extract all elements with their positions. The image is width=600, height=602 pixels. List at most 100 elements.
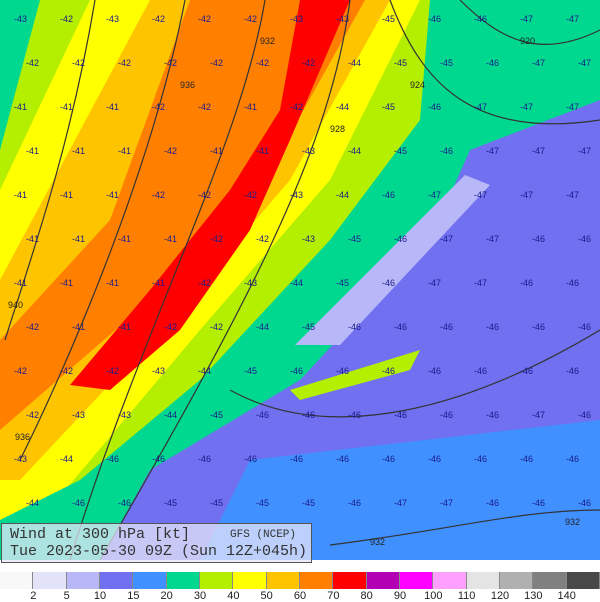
temperature-label: -42 [26, 322, 39, 332]
temperature-label: -43 [152, 366, 165, 376]
temperature-label: -43 [106, 14, 119, 24]
temperature-label: -42 [26, 410, 39, 420]
temperature-label: -47 [566, 190, 579, 200]
temperature-label: -46 [394, 322, 407, 332]
temperature-label: -46 [428, 366, 441, 376]
contour-labels: 940 936 932 928 924 920 936 932 932 [8, 36, 580, 547]
legend-tick-label: 70 [327, 590, 340, 602]
temperature-label: -42 [290, 102, 303, 112]
temperature-label: -42 [198, 14, 211, 24]
temperature-label: -46 [152, 454, 165, 464]
temperature-label: -42 [244, 14, 257, 24]
temperature-label: -47 [520, 102, 533, 112]
temperature-label: -46 [486, 322, 499, 332]
temperature-label: -42 [164, 58, 177, 68]
temperature-label: -47 [566, 14, 579, 24]
temperature-label: -45 [210, 498, 223, 508]
temperature-label: -46 [244, 454, 257, 464]
temperature-label: -41 [60, 102, 73, 112]
temperature-label: -42 [198, 102, 211, 112]
temperature-label: -46 [348, 498, 361, 508]
temperature-label: -46 [578, 410, 591, 420]
legend-swatch [366, 572, 400, 589]
temperature-labels: -43 -42 -43 -42 -42 -42 -43 -43 -45 -46 -46 -47 -47 -… [14, 14, 591, 508]
temperature-label: -45 [394, 58, 407, 68]
contour-label: 920 [520, 36, 535, 46]
temperature-label: -42 [256, 58, 269, 68]
temperature-label: -46 [428, 102, 441, 112]
legend-tick-label: 20 [160, 590, 173, 602]
temperature-label: -41 [60, 190, 73, 200]
temperature-label: -42 [60, 366, 73, 376]
temperature-label: -41 [106, 190, 119, 200]
legend-tick-label: 90 [393, 590, 407, 602]
temperature-label: -44 [60, 454, 73, 464]
temperature-label: -44 [348, 146, 361, 156]
legend-swatch [399, 572, 434, 589]
temperature-label: -41 [152, 278, 165, 288]
temperature-label: -43 [118, 410, 131, 420]
temperature-label: -46 [256, 410, 269, 420]
band-lavender [295, 175, 490, 345]
temperature-label: -43 [302, 234, 315, 244]
temperature-label: -41 [118, 146, 131, 156]
temperature-label: -41 [118, 322, 131, 332]
temperature-label: -47 [428, 190, 441, 200]
temperature-label: -41 [118, 234, 131, 244]
temperature-label: -41 [164, 234, 177, 244]
temperature-label: -45 [336, 278, 349, 288]
temperature-label: -46 [440, 322, 453, 332]
temperature-label: -42 [302, 58, 315, 68]
temperature-label: -47 [474, 190, 487, 200]
temperature-label: -42 [256, 234, 269, 244]
temperature-label: -41 [60, 278, 73, 288]
temperature-label: -46 [428, 454, 441, 464]
legend-swatch [99, 572, 134, 589]
legend-tick-label: 110 [457, 590, 476, 602]
temperature-label: -44 [26, 498, 39, 508]
temperature-label: -46 [382, 278, 395, 288]
temperature-label: -46 [336, 366, 349, 376]
band-green-nw [0, 0, 40, 150]
temperature-label: -46 [486, 498, 499, 508]
temperature-label: -47 [486, 146, 499, 156]
temperature-label: -46 [428, 14, 441, 24]
temperature-label: -47 [532, 146, 545, 156]
legend-swatch [166, 572, 200, 589]
legend-tick-label: 5 [63, 590, 70, 602]
legend-swatch [566, 572, 600, 589]
contour-label: 932 [370, 537, 385, 547]
temperature-label: -41 [26, 146, 39, 156]
temperature-label: -43 [336, 14, 349, 24]
temperature-label: -45 [348, 234, 361, 244]
contour-label: 932 [260, 36, 275, 46]
band-red [70, 0, 350, 390]
temperature-label: -46 [198, 454, 211, 464]
temperature-label: -47 [474, 102, 487, 112]
temperature-label: -45 [394, 146, 407, 156]
temperature-label: -47 [520, 14, 533, 24]
temperature-label: -46 [440, 146, 453, 156]
wind-map: 940 936 932 928 924 920 936 932 932 -43 -42 -43 -42… [0, 0, 600, 560]
temperature-label: -42 [106, 366, 119, 376]
temperature-label: -46 [532, 322, 545, 332]
temperature-label: -47 [566, 102, 579, 112]
temperature-label: -43 [72, 410, 85, 420]
contour-label: 940 [8, 300, 23, 310]
temperature-label: -46 [290, 454, 303, 464]
temperature-label: -44 [198, 366, 211, 376]
temperature-label: -45 [302, 322, 315, 332]
legend-ticks: 2 5 10 15 20 30 40 50 60 70 80 90 100 110 120 130 140 [0, 590, 600, 602]
legend-swatch [466, 572, 500, 589]
temperature-label: -43 [290, 14, 303, 24]
temperature-label: -42 [152, 14, 165, 24]
legend-swatch [233, 572, 267, 589]
temperature-label: -42 [198, 190, 211, 200]
legend-swatch [499, 572, 534, 589]
temperature-label: -45 [302, 498, 315, 508]
temperature-label: -47 [428, 278, 441, 288]
temperature-label: -46 [382, 366, 395, 376]
contour-label: 936 [180, 80, 195, 90]
temperature-label: -42 [210, 58, 223, 68]
legend-swatch [266, 572, 300, 589]
